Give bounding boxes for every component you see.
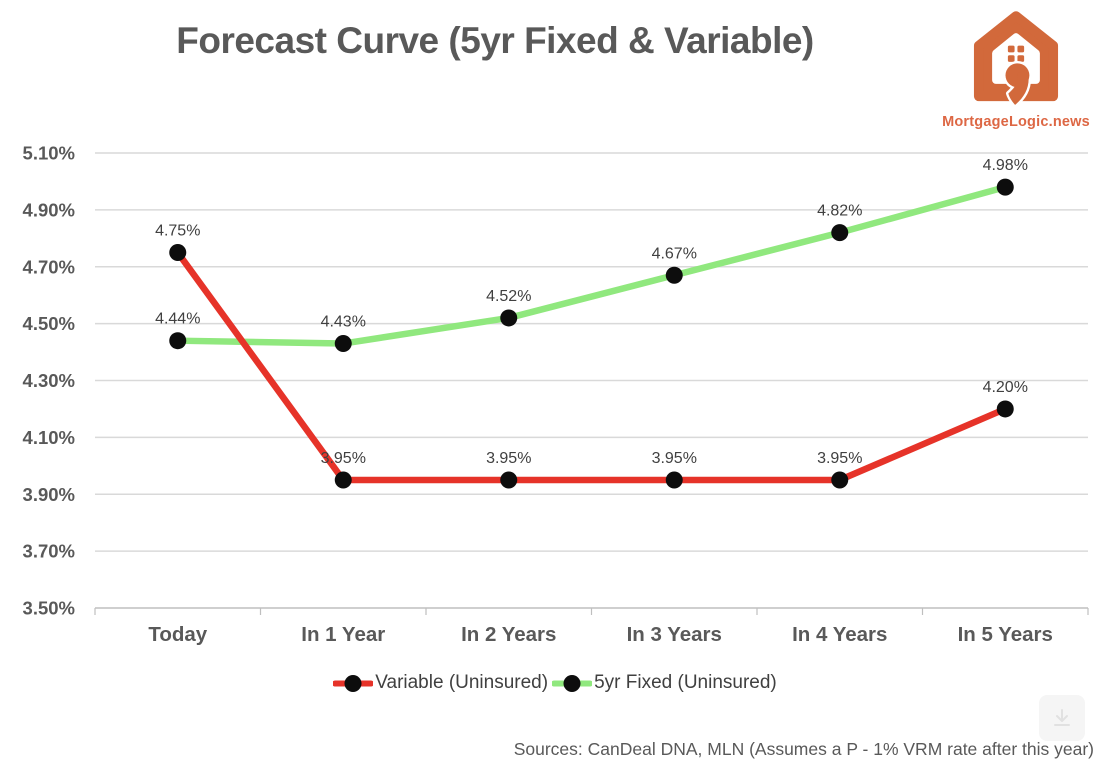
svg-text:In 5 Years: In 5 Years [958,623,1053,646]
svg-text:In 4 Years: In 4 Years [792,623,887,646]
svg-text:4.50%: 4.50% [23,313,75,334]
download-button[interactable] [1039,695,1085,741]
svg-text:In 1 Year: In 1 Year [301,623,385,646]
svg-text:4.30%: 4.30% [23,370,75,391]
svg-text:4.20%: 4.20% [983,379,1028,396]
svg-text:4.90%: 4.90% [23,199,75,220]
svg-text:3.70%: 3.70% [23,541,75,562]
svg-text:3.95%: 3.95% [817,450,862,467]
svg-text:5.10%: 5.10% [23,143,75,164]
legend-label-fixed: 5yr Fixed (Uninsured) [594,672,777,693]
variable-series-swatch-icon [333,674,374,692]
svg-text:4.44%: 4.44% [155,311,200,328]
svg-text:4.52%: 4.52% [486,288,531,305]
chart-legend: Variable (Uninsured) 5yr Fixed (Uninsure… [0,672,1110,694]
svg-text:4.67%: 4.67% [652,245,697,262]
chart-title: Forecast Curve (5yr Fixed & Variable) [176,20,814,61]
svg-text:3.95%: 3.95% [652,450,697,467]
fixed-series-swatch-icon [552,674,593,692]
svg-text:4.43%: 4.43% [321,314,366,331]
svg-text:Today: Today [148,623,207,646]
house-logo-icon [973,11,1059,108]
download-icon [1054,709,1070,726]
svg-text:In 3 Years: In 3 Years [627,623,722,646]
legend-item-variable: Variable (Uninsured) [333,672,548,694]
svg-text:In 2 Years: In 2 Years [461,623,556,646]
svg-text:4.75%: 4.75% [155,223,200,240]
brand-name: MortgageLogic.news [942,114,1090,130]
svg-text:4.10%: 4.10% [23,427,75,448]
mortgagelogic-logo: MortgageLogic.news [928,10,1104,130]
svg-text:4.82%: 4.82% [817,203,862,220]
svg-text:3.95%: 3.95% [321,450,366,467]
svg-text:3.95%: 3.95% [486,450,531,467]
source-note: Sources: CanDeal DNA, MLN (Assumes a P -… [513,739,1094,759]
svg-text:4.70%: 4.70% [23,256,75,277]
svg-text:4.98%: 4.98% [983,157,1028,174]
legend-label-variable: Variable (Uninsured) [375,672,549,693]
svg-text:3.90%: 3.90% [23,484,75,505]
legend-item-fixed: 5yr Fixed (Uninsured) [552,672,777,694]
svg-text:3.50%: 3.50% [23,598,75,619]
